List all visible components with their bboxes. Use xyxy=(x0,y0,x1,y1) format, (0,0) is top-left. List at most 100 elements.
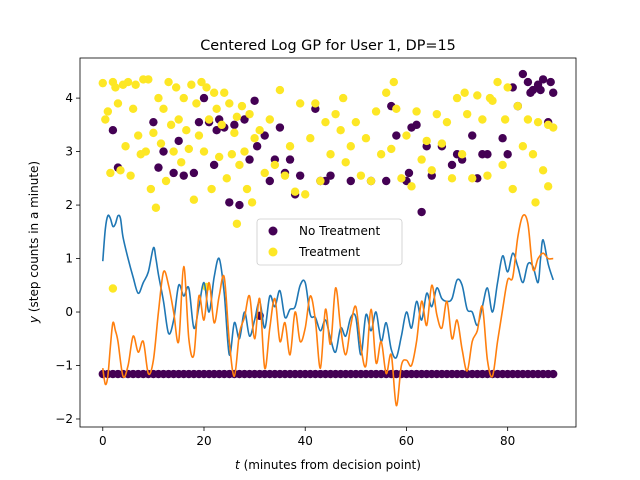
no-treatment-point xyxy=(230,120,239,130)
no-treatment-point xyxy=(526,88,535,97)
treatment-point xyxy=(134,131,143,140)
legend: No Treatment Treatment xyxy=(256,218,403,266)
treatment-point xyxy=(164,77,173,87)
treatment-point xyxy=(389,77,398,87)
treatment-point xyxy=(331,109,340,119)
no-treatment-point xyxy=(174,136,183,146)
treatment-point xyxy=(407,182,416,191)
axes: 0 20 40 60 80 −2 −1 0 1 2 3 4 xyxy=(55,57,577,448)
no-treatment-point xyxy=(382,176,391,186)
treatment-point xyxy=(265,115,274,124)
no-treatment-point xyxy=(498,134,507,143)
y-tick-label: 2 xyxy=(65,198,73,212)
no-treatment-point xyxy=(199,93,209,103)
treatment-point xyxy=(295,99,305,108)
treatment-point xyxy=(417,155,426,164)
treatment-point xyxy=(457,150,467,159)
treatment-point xyxy=(341,158,350,167)
plot-frame xyxy=(79,57,577,428)
treatment-point xyxy=(518,142,528,151)
no-treatment-point xyxy=(108,126,118,135)
treatment-point xyxy=(197,77,206,87)
no-treatment-point xyxy=(523,77,533,87)
treatment-point xyxy=(422,136,431,146)
treatment-point xyxy=(531,198,540,207)
treatment-point xyxy=(412,107,421,116)
treatment-point xyxy=(192,99,201,108)
treatment-point xyxy=(237,101,247,111)
no-treatment-point xyxy=(252,142,262,151)
treatment-point xyxy=(483,171,492,180)
treatment-point xyxy=(336,126,345,135)
treatment-point xyxy=(240,147,249,156)
treatment-point xyxy=(146,184,156,194)
no-treatment-point xyxy=(483,150,492,159)
treatment-point xyxy=(361,134,371,143)
x-tick-label: 80 xyxy=(500,434,515,448)
x-tick-label: 60 xyxy=(399,434,414,448)
no-treatment-point xyxy=(404,168,414,178)
treatment-point xyxy=(101,115,110,124)
x-axis-variable: t xyxy=(235,458,241,472)
legend-box xyxy=(256,218,403,266)
treatment-point xyxy=(311,99,320,108)
no-treatment-point xyxy=(260,131,269,140)
plot-area xyxy=(98,69,558,407)
no-treatment-point xyxy=(225,198,234,207)
treatment-point xyxy=(397,174,406,183)
treatment-point xyxy=(533,117,543,127)
no-treatment-point xyxy=(518,69,528,79)
x-tick-label: 40 xyxy=(298,434,313,448)
treatment-point xyxy=(376,150,386,159)
treatment-point xyxy=(220,88,229,97)
treatment-point xyxy=(382,88,391,97)
treatment-point xyxy=(232,112,242,122)
x-tick-label: 20 xyxy=(196,434,211,448)
treatment-point xyxy=(232,219,242,228)
no-treatment-point xyxy=(250,96,259,105)
treatment-point xyxy=(478,115,487,124)
treatment-point xyxy=(111,83,120,92)
treatment-point xyxy=(159,104,168,114)
treatment-point xyxy=(222,174,231,183)
no-treatment-point xyxy=(169,168,178,178)
no-treatment-point xyxy=(189,168,199,178)
treatment-point xyxy=(179,93,188,103)
x-tick-label: 0 xyxy=(99,434,107,448)
no-treatment-point xyxy=(149,117,158,127)
treatment-point xyxy=(184,144,194,154)
treatment-point xyxy=(306,134,315,143)
treatment-point xyxy=(214,152,224,162)
no-treatment-point xyxy=(346,176,355,186)
treatment-point xyxy=(338,93,348,103)
treatment-point xyxy=(493,77,502,87)
treatment-point xyxy=(387,144,396,154)
y-axis-title: y (step counts in a minute) xyxy=(27,161,41,324)
chart-title: Centered Log GP for User 1, DP=15 xyxy=(200,38,456,54)
treatment-point xyxy=(462,109,472,119)
treatment-point xyxy=(217,120,226,130)
treatment-point xyxy=(209,88,219,97)
treatment-point xyxy=(366,176,376,186)
treatment-point xyxy=(316,176,325,186)
treatment-point xyxy=(169,147,178,156)
treatment-point xyxy=(247,198,257,207)
treatment-point xyxy=(242,184,252,194)
treatment-point xyxy=(508,184,517,194)
y-tick-label: 4 xyxy=(65,91,73,105)
treatment-point xyxy=(356,171,366,180)
treatment-point xyxy=(207,184,216,194)
treatment-point xyxy=(473,91,482,100)
treatment-point xyxy=(189,195,199,204)
no-treatment-point xyxy=(417,207,426,217)
treatment-point xyxy=(171,83,181,92)
treatment-point xyxy=(523,115,533,124)
treatment-point xyxy=(156,139,166,148)
treatment-point xyxy=(442,117,452,127)
legend-marker-treatment xyxy=(268,247,278,257)
no-treatment-point xyxy=(275,123,285,132)
treatment-point xyxy=(149,128,158,138)
treatment-point xyxy=(255,126,264,135)
treatment-point xyxy=(204,115,214,124)
treatment-point xyxy=(549,123,558,132)
